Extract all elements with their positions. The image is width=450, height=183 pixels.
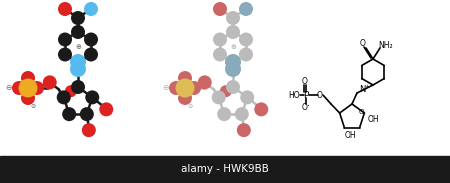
- Circle shape: [212, 90, 226, 104]
- Circle shape: [239, 33, 253, 46]
- Circle shape: [43, 75, 57, 89]
- Circle shape: [18, 79, 37, 98]
- Circle shape: [71, 80, 85, 94]
- Circle shape: [85, 90, 99, 104]
- Text: O: O: [358, 109, 364, 115]
- Text: ⊖: ⊖: [187, 104, 193, 109]
- Text: ⊖: ⊖: [5, 83, 11, 92]
- Circle shape: [57, 90, 71, 104]
- Circle shape: [235, 107, 249, 121]
- Text: O: O: [317, 91, 323, 100]
- Text: OH: OH: [345, 131, 356, 140]
- Text: ⊖: ⊖: [162, 83, 168, 92]
- Circle shape: [240, 90, 254, 104]
- Text: O: O: [302, 102, 308, 111]
- Circle shape: [82, 123, 96, 137]
- Text: ⊕: ⊕: [75, 44, 81, 50]
- Circle shape: [80, 107, 94, 121]
- Circle shape: [217, 107, 231, 121]
- Circle shape: [65, 85, 77, 97]
- Circle shape: [213, 2, 227, 16]
- Circle shape: [220, 85, 232, 97]
- Text: ⊕: ⊕: [230, 44, 236, 50]
- Circle shape: [225, 54, 241, 70]
- Text: alamy - HWK9BB: alamy - HWK9BB: [181, 165, 269, 175]
- Circle shape: [84, 2, 98, 16]
- Circle shape: [239, 2, 253, 16]
- Circle shape: [70, 54, 86, 70]
- Circle shape: [239, 48, 253, 61]
- Circle shape: [213, 33, 227, 46]
- Text: N: N: [359, 85, 365, 94]
- Text: OH: OH: [368, 115, 379, 124]
- Circle shape: [176, 79, 194, 98]
- Circle shape: [169, 81, 183, 95]
- Circle shape: [198, 75, 212, 89]
- Circle shape: [71, 25, 85, 39]
- Circle shape: [58, 33, 72, 46]
- Circle shape: [99, 102, 113, 116]
- Text: NH₂: NH₂: [379, 40, 393, 49]
- Circle shape: [213, 48, 227, 61]
- Circle shape: [58, 48, 72, 61]
- Bar: [0, 156, 450, 183]
- Circle shape: [254, 102, 268, 116]
- Circle shape: [70, 61, 86, 77]
- Circle shape: [226, 11, 240, 25]
- Circle shape: [62, 107, 76, 121]
- Circle shape: [58, 2, 72, 16]
- Text: ⊖: ⊖: [31, 104, 36, 109]
- Circle shape: [21, 71, 35, 85]
- Text: ·: ·: [307, 101, 310, 111]
- Circle shape: [178, 91, 192, 105]
- Circle shape: [178, 71, 192, 85]
- Circle shape: [237, 123, 251, 137]
- Circle shape: [84, 48, 98, 61]
- Circle shape: [21, 91, 35, 105]
- Text: HO: HO: [288, 91, 300, 100]
- Text: P: P: [303, 91, 309, 100]
- Circle shape: [12, 81, 26, 95]
- Circle shape: [71, 11, 85, 25]
- Circle shape: [84, 33, 98, 46]
- Text: +: +: [364, 85, 369, 89]
- Circle shape: [226, 25, 240, 39]
- Circle shape: [225, 61, 241, 77]
- Circle shape: [226, 80, 240, 94]
- Text: O: O: [302, 77, 308, 87]
- Circle shape: [187, 81, 201, 95]
- Circle shape: [30, 81, 44, 95]
- Text: O: O: [360, 38, 366, 48]
